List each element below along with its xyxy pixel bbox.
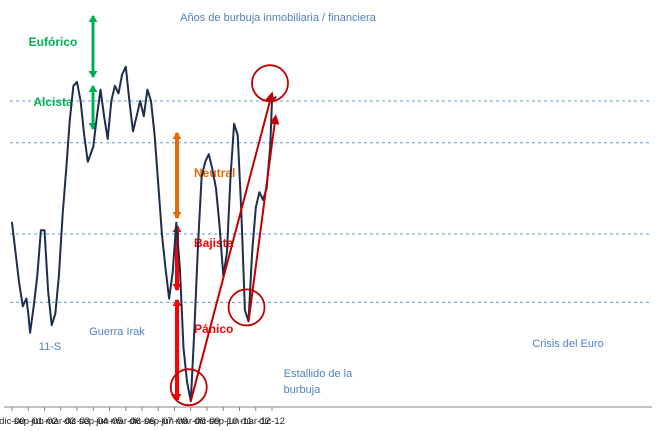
zone-arrowhead-up xyxy=(172,299,182,306)
x-tick-label: dic-03 xyxy=(64,416,90,427)
zone-arrowhead-down xyxy=(88,71,98,78)
x-tick-label: dic-06 xyxy=(129,416,155,427)
x-tick-label: sep-01 xyxy=(14,416,43,427)
x-tick-label: jun-02 xyxy=(30,416,57,427)
recovery-trend-arrows xyxy=(189,91,280,402)
zone-label-euforico: Eufórico xyxy=(29,35,78,49)
zone-euforico: Eufórico xyxy=(29,15,98,78)
trend-arrow xyxy=(247,114,280,322)
zone-neutral: Neutral xyxy=(172,132,235,219)
annotation-euro-crisis: Crisis del Euro xyxy=(532,338,604,350)
zone-arrowhead-up xyxy=(88,85,98,92)
trend-arrow xyxy=(189,91,275,402)
x-tick-label: mar-06 xyxy=(111,416,141,427)
annotation-iraq-war: Guerra Irak xyxy=(89,326,145,338)
zone-label-panico: Pánico xyxy=(194,322,233,336)
x-axis-ticks: dic-00sep-01jun-02mar-03dic-03sep-04jun-… xyxy=(0,407,285,427)
zone-bajista: Bajista xyxy=(172,225,234,291)
x-tick-label: jun-08 xyxy=(160,416,187,427)
level-gridlines xyxy=(10,100,652,303)
zone-label-alcista: Alcista xyxy=(33,95,73,109)
zone-arrowhead-down xyxy=(172,394,182,401)
sentiment-series-line xyxy=(11,65,277,403)
annotation-9-11: 11-S xyxy=(39,341,61,353)
zone-arrowhead-up xyxy=(88,15,98,22)
x-tick-label: sep-10 xyxy=(209,416,238,427)
highlight-circle xyxy=(227,288,266,327)
x-tick-label: mar-03 xyxy=(46,416,76,427)
annotation-bubble-years: Años de burbuja inmobiliaria / financier… xyxy=(180,12,377,24)
x-tick-label: dic-09 xyxy=(194,416,220,427)
x-tick-label: jun-11 xyxy=(226,416,253,427)
zone-panico: Pánico xyxy=(172,299,233,401)
highlight-circles xyxy=(169,64,289,407)
x-tick-label: mar-12 xyxy=(241,416,271,427)
highlight-circle xyxy=(169,368,208,407)
zone-arrowhead-down xyxy=(172,284,182,291)
zone-arrowhead-down xyxy=(172,212,182,219)
annotations: Años de burbuja inmobiliaria / financier… xyxy=(39,12,604,396)
zone-arrowhead-up xyxy=(172,132,182,139)
x-tick-label: dic-00 xyxy=(0,416,25,427)
zone-label-bajista: Bajista xyxy=(194,236,234,250)
x-tick-label: dic-12 xyxy=(259,416,285,427)
annotation-bubble-burst-line1: Estallido de la xyxy=(284,368,353,380)
zone-alcista: Alcista xyxy=(33,85,98,130)
x-tick-label: sep-04 xyxy=(79,416,108,427)
x-tick-label: sep-07 xyxy=(144,416,173,427)
x-tick-label: jun-05 xyxy=(95,416,122,427)
x-tick-label: mar-09 xyxy=(176,416,206,427)
highlight-circle xyxy=(251,64,289,103)
annotation-bubble-burst-line2: burbuja xyxy=(284,384,322,396)
